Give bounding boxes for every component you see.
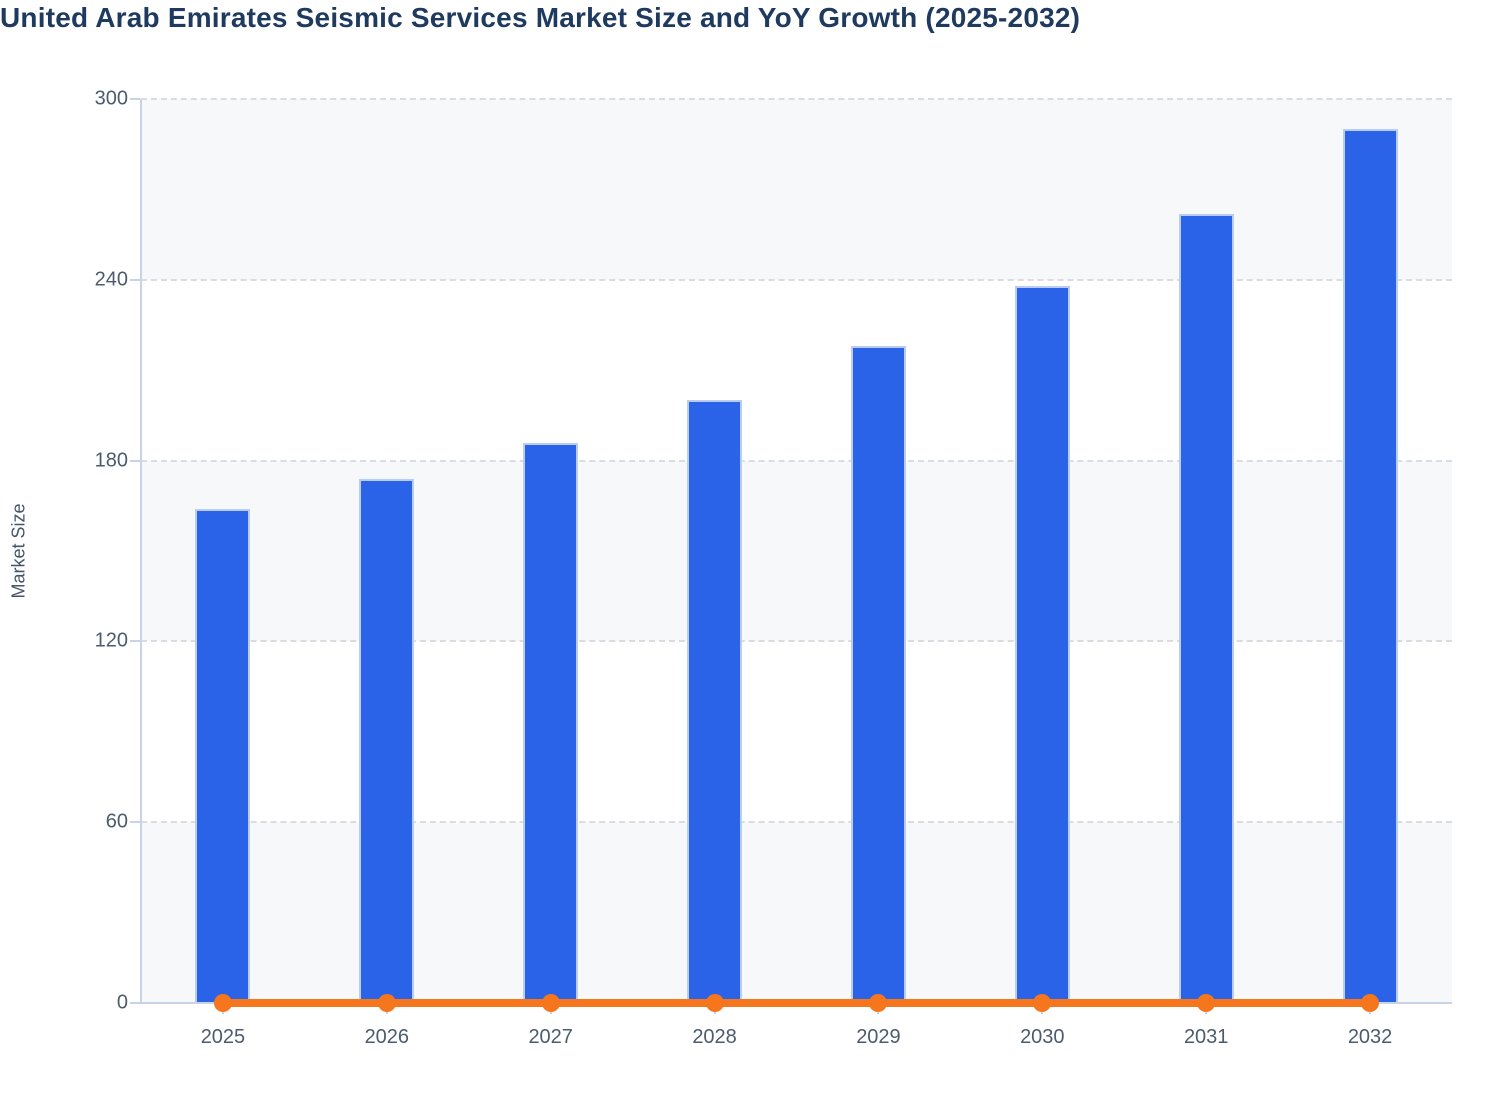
- bar-2029[interactable]: [850, 346, 906, 1003]
- y-tick-label-0: 0: [116, 991, 128, 1014]
- gridline-180: [141, 459, 1452, 462]
- yoy-marker-2030[interactable]: [1033, 994, 1052, 1012]
- y-axis-line: [140, 99, 142, 1003]
- y-tick-mark-300: [130, 98, 140, 100]
- bar-2032[interactable]: [1342, 129, 1398, 1003]
- x-tick-label-2030: 2030: [1020, 1026, 1065, 1048]
- plot-area: [130, 98, 1452, 1014]
- y-tick-label-240: 240: [94, 268, 128, 291]
- bar-2027[interactable]: [523, 442, 579, 1003]
- x-tick-label-2032: 2032: [1347, 1026, 1393, 1048]
- y-tick-mark-180: [130, 459, 140, 462]
- y-tick-label-120: 120: [94, 629, 128, 652]
- plot-band: [141, 99, 1452, 280]
- yoy-marker-2032[interactable]: [1361, 994, 1380, 1012]
- gridline-300: [141, 98, 1452, 100]
- gridline-120: [141, 640, 1452, 643]
- x-tick-labels: 2025 2026 2027 2028 2029 2030 2031 2032: [141, 1026, 1452, 1058]
- yoy-marker-2027[interactable]: [541, 994, 560, 1012]
- chart-title: United Arab Emirates Seismic Services Ma…: [0, 2, 1081, 33]
- y-tick-mark-240: [130, 278, 140, 281]
- x-tick-label-2031: 2031: [1183, 1026, 1229, 1048]
- x-tick-label-2028: 2028: [692, 1026, 737, 1048]
- yoy-marker-2029[interactable]: [869, 994, 888, 1012]
- y-tick-mark-0: [130, 1002, 140, 1004]
- y-tick-label-60: 60: [105, 810, 128, 833]
- gridline-240: [141, 278, 1452, 281]
- yoy-marker-2031[interactable]: [1197, 994, 1216, 1012]
- bar-2026[interactable]: [359, 478, 415, 1003]
- bar-2031[interactable]: [1178, 213, 1234, 1003]
- yoy-marker-2026[interactable]: [377, 994, 396, 1012]
- bar-2025[interactable]: [195, 508, 251, 1003]
- x-tick-label-2029: 2029: [856, 1026, 901, 1048]
- y-tick-mark-60: [130, 821, 140, 824]
- y-tick-label-300: 300: [94, 87, 128, 110]
- yoy-marker-2028[interactable]: [705, 994, 724, 1012]
- plot-band: [141, 280, 1452, 461]
- plot-band: [141, 460, 1452, 642]
- bar-2030[interactable]: [1014, 285, 1070, 1003]
- x-tick-label-2026: 2026: [364, 1026, 410, 1048]
- plot-band: [141, 641, 1452, 822]
- yoy-growth-line[interactable]: [218, 999, 1375, 1007]
- y-tick-label-180: 180: [94, 449, 128, 472]
- x-tick-label-2027: 2027: [528, 1026, 573, 1048]
- gridline-60: [141, 821, 1452, 824]
- y-tick-labels: 0 60 120 180 240 300: [0, 88, 128, 1014]
- yoy-marker-2025[interactable]: [213, 994, 232, 1012]
- x-tick-label-2025: 2025: [200, 1026, 246, 1048]
- y-tick-mark-120: [130, 640, 140, 643]
- bar-2028[interactable]: [687, 400, 743, 1003]
- plot-band: [141, 822, 1452, 1003]
